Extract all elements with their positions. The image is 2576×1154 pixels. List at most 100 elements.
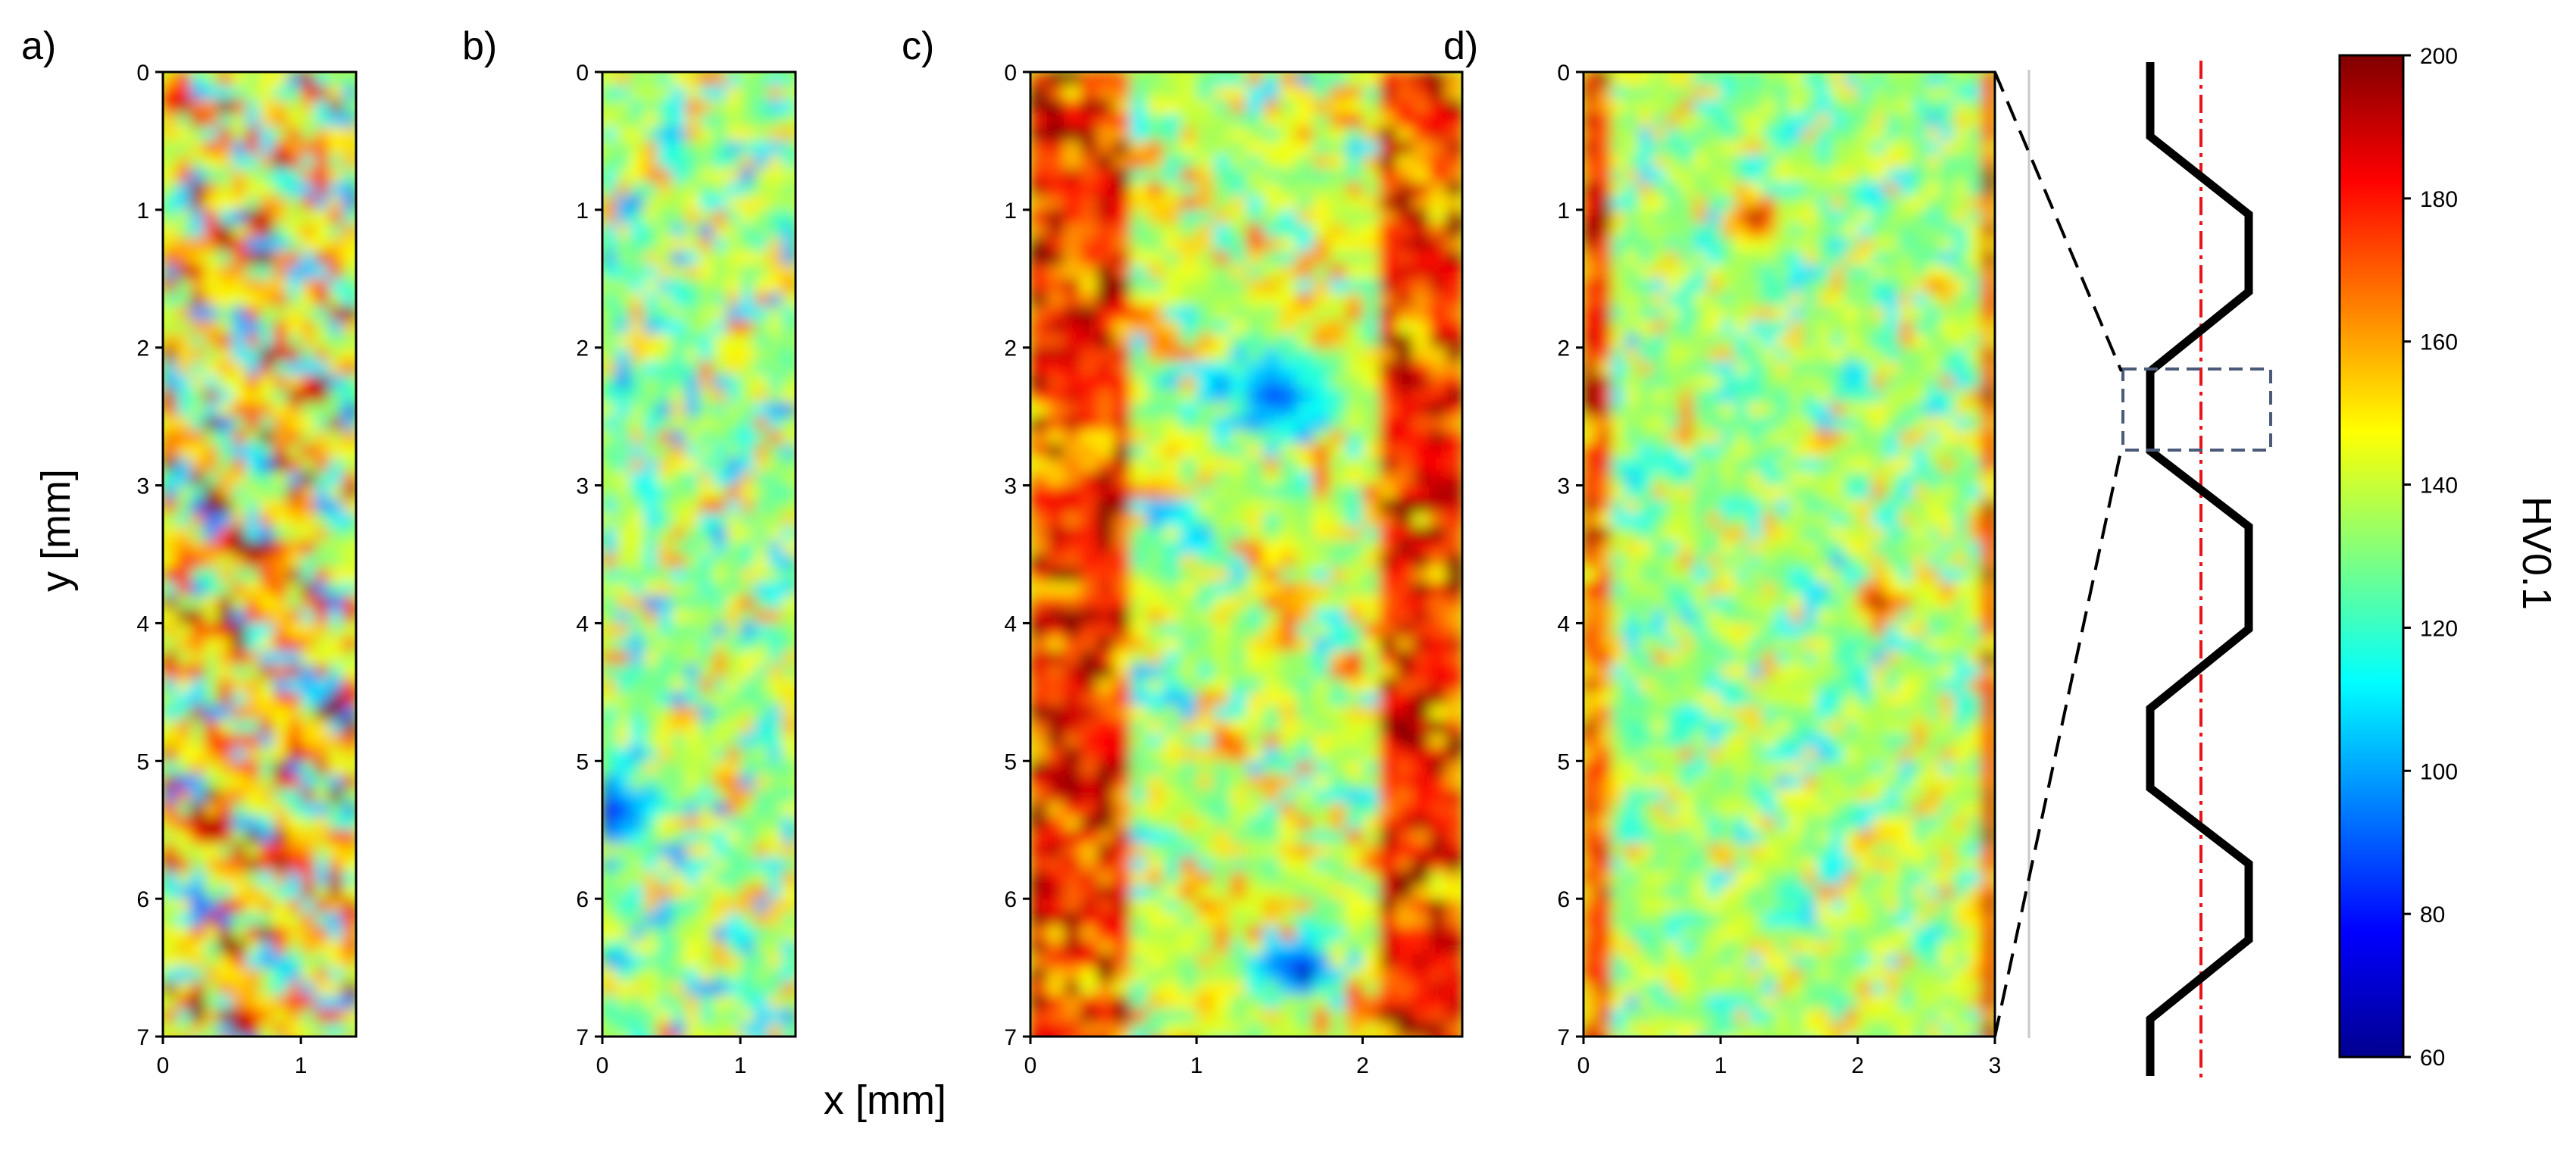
heatmap-cell: [1816, 292, 1831, 308]
heatmap-cell: [754, 499, 769, 514]
heatmap-cell: [163, 609, 178, 624]
heatmap-cell: [1180, 995, 1198, 1010]
heatmap-cell: [1967, 389, 1982, 404]
heatmap-cell: [740, 527, 755, 542]
heatmap-cell: [1113, 168, 1131, 183]
heatmap-cell: [1926, 182, 1941, 197]
heatmap-cell: [1748, 444, 1763, 459]
heatmap-cell: [1802, 540, 1818, 555]
heatmap-cell: [630, 912, 645, 927]
heatmap-cell: [1296, 389, 1314, 404]
heatmap-cell: [163, 926, 178, 941]
heatmap-cell: [1583, 264, 1599, 280]
heatmap-cell: [712, 99, 727, 114]
x-tick-label: 1: [1190, 1053, 1203, 1078]
heatmap-cell: [630, 568, 645, 583]
heatmap-cell: [1379, 665, 1397, 680]
heatmap-cell: [1213, 195, 1231, 211]
heatmap-cell: [1926, 512, 1941, 528]
heatmap-cell: [712, 416, 727, 431]
heatmap-cell: [643, 499, 658, 514]
heatmap-cell: [1429, 650, 1447, 665]
heatmap-cell: [1775, 113, 1790, 128]
heatmap-cell: [1230, 127, 1247, 142]
heatmap-cell: [1706, 113, 1721, 128]
heatmap-cell: [1279, 953, 1297, 969]
heatmap-cell: [712, 333, 727, 349]
heatmap-cell: [1130, 458, 1148, 473]
heatmap-cell: [245, 830, 261, 845]
heatmap-cell: [328, 788, 343, 803]
heatmap-cell: [1063, 527, 1081, 542]
heatmap-cell: [1046, 99, 1064, 114]
heatmap-cell: [740, 802, 755, 817]
heatmap-cell: [616, 636, 631, 652]
heatmap-cell: [1180, 733, 1198, 749]
heatmap-cell: [685, 953, 700, 969]
heatmap-cell: [1262, 458, 1280, 473]
heatmap-cell: [767, 389, 783, 404]
heatmap-cell: [1396, 86, 1414, 101]
heatmap-cell: [712, 926, 727, 941]
heatmap-cell: [1446, 499, 1462, 514]
heatmap-cell: [767, 705, 783, 721]
heatmap-cell: [657, 968, 673, 983]
heatmap-cell: [685, 857, 700, 872]
heatmap-cell: [1362, 402, 1380, 418]
heatmap-cell: [1665, 168, 1680, 183]
heatmap-cell: [204, 1009, 219, 1024]
heatmap-cell: [259, 968, 274, 983]
heatmap-cell: [671, 209, 686, 225]
heatmap-cell: [754, 1022, 769, 1037]
heatmap-cell: [1113, 678, 1131, 693]
heatmap-cell: [1396, 665, 1414, 680]
heatmap-cell: [217, 1022, 233, 1037]
heatmap-cell: [1080, 692, 1098, 707]
heatmap-cell: [232, 444, 247, 459]
heatmap-cell: [1279, 912, 1297, 927]
y-tick-label: 0: [1004, 61, 1017, 86]
heatmap-cell: [740, 953, 755, 969]
heatmap-cell: [1279, 650, 1297, 665]
heatmap-cell: [1080, 788, 1098, 803]
heatmap-cell: [1362, 416, 1380, 431]
heatmap-cell: [1030, 554, 1048, 569]
heatmap-cell: [782, 1037, 796, 1051]
heatmap-cell: [1597, 527, 1612, 542]
heatmap-cell: [1871, 264, 1887, 280]
heatmap-cell: [1748, 209, 1763, 225]
heatmap-cell: [754, 554, 769, 569]
heatmap-cell: [273, 527, 288, 542]
heatmap-cell: [1980, 375, 1995, 390]
heatmap-cell: [1899, 140, 1914, 156]
heatmap-cell: [1163, 788, 1181, 803]
heatmap-cell: [616, 623, 631, 638]
heatmap-cell: [1246, 995, 1264, 1010]
heatmap-cell: [643, 857, 658, 872]
heatmap-cell: [1180, 899, 1198, 914]
heatmap-cell: [1980, 209, 1995, 225]
heatmap-cell: [1396, 72, 1414, 87]
heatmap-cell: [190, 981, 205, 996]
heatmap-cell: [190, 237, 205, 252]
heatmap-cell: [314, 99, 330, 114]
heatmap-cell: [726, 650, 742, 665]
heatmap-cell: [1080, 430, 1098, 445]
heatmap-cell: [1346, 912, 1364, 927]
heatmap-cell: [1180, 705, 1198, 721]
heatmap-cell: [1230, 527, 1247, 542]
heatmap-cell: [1412, 953, 1430, 969]
heatmap-cell: [1096, 788, 1114, 803]
heatmap-cell: [1652, 182, 1667, 197]
heatmap-cell: [602, 981, 617, 996]
heatmap-cell: [328, 802, 343, 817]
heatmap-cell: [1748, 430, 1763, 445]
heatmap-cell: [657, 816, 673, 831]
heatmap-cell: [163, 86, 178, 101]
heatmap-cell: [204, 719, 219, 734]
heatmap-cell: [286, 968, 302, 983]
heatmap-cell: [1362, 733, 1380, 749]
heatmap-cell: [259, 747, 274, 762]
heatmap-cell: [1762, 485, 1777, 500]
heatmap-cell: [1113, 871, 1131, 886]
